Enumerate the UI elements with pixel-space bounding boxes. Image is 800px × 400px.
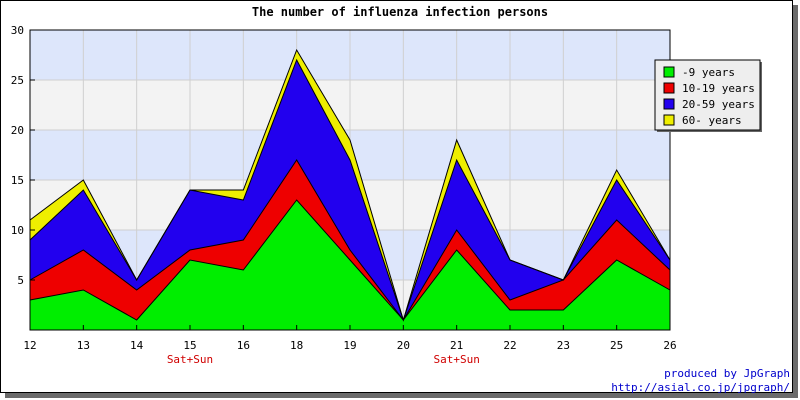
credit-line-1: produced by JpGraph	[664, 367, 790, 380]
x-tick-label: 21	[450, 339, 463, 352]
legend-label: -9 years	[682, 66, 735, 79]
legend: -9 years 10-19 years 20-59 years 60- years	[654, 59, 762, 132]
x-tick-label: 18	[290, 339, 303, 352]
x-tick-label: 25	[610, 339, 623, 352]
x-tick-label: 15	[183, 339, 196, 352]
axes	[29, 29, 671, 331]
legend-label: 60- years	[682, 114, 742, 127]
stacked-areas	[29, 48, 671, 330]
x-tick-label: 19	[343, 339, 356, 352]
area-series-3	[30, 60, 670, 320]
x-tick-label: 23	[557, 339, 570, 352]
x-tick-label: 16	[237, 339, 250, 352]
legend-swatch	[663, 98, 675, 110]
x-tick-label: 13	[77, 339, 90, 352]
legend-swatch	[663, 114, 675, 126]
y-tick-label: 30	[11, 24, 24, 37]
x-tick-label: 20	[397, 339, 410, 352]
area-outline-4	[29, 48, 671, 322]
legend-label: 10-19 years	[682, 82, 755, 95]
y-tick-label: 25	[11, 74, 24, 87]
legend-label: 20-59 years	[682, 98, 755, 111]
area-outline-1	[29, 199, 671, 321]
y-tick-label: 10	[11, 224, 24, 237]
x-tick-label: 26	[663, 339, 676, 352]
legend-swatch	[663, 82, 675, 94]
x-tick-label: 12	[23, 339, 36, 352]
y-tick-label: 20	[11, 124, 24, 137]
legend-swatch	[663, 66, 675, 78]
y-tick-label: 5	[17, 274, 24, 287]
credit-line-2: http://asial.co.jp/jpgraph/	[611, 381, 790, 394]
tick-labels: 5 10 15 20 25 30 12 13 14 15 16 18 19 20 21 22 23 25 26 Sat…	[11, 24, 677, 366]
x-category-note: Sat+Sun	[167, 353, 213, 366]
x-tick-label: 14	[130, 339, 144, 352]
area-series-1	[30, 200, 670, 330]
chart-title: The number of influenza infection person…	[252, 5, 548, 19]
y-tick-label: 15	[11, 174, 24, 187]
x-category-note: Sat+Sun	[433, 353, 479, 366]
x-tick-label: 22	[503, 339, 516, 352]
